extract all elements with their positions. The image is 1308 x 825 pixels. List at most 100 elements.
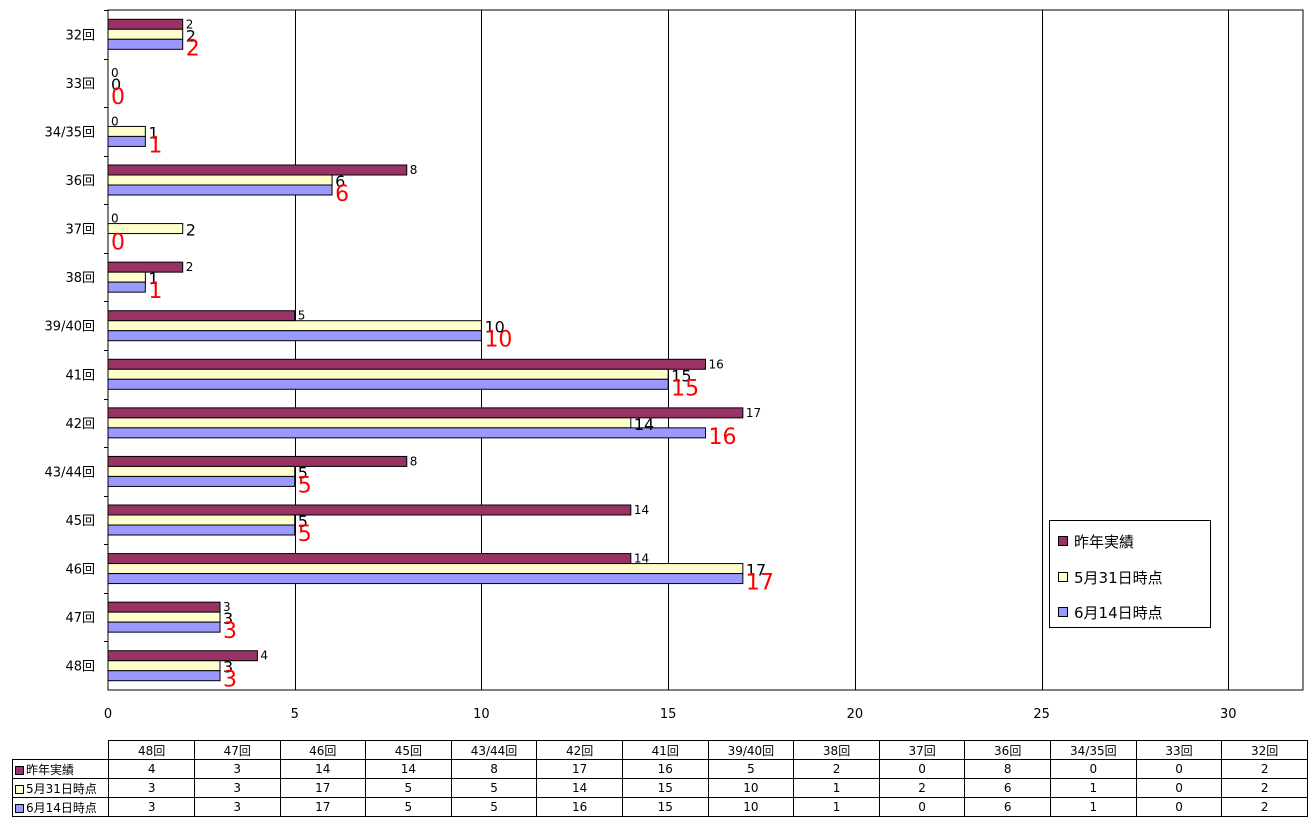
table-cell: 5 bbox=[450, 797, 538, 817]
category-label: 48回 bbox=[65, 660, 95, 675]
table-cell: 17 bbox=[279, 778, 367, 798]
data-label-2: 15 bbox=[671, 376, 699, 401]
data-label-2: 5 bbox=[298, 522, 312, 547]
data-table: 48回 47回 46回 45回 43/44回 42回 41回 39/40回 38回 37回 36回 3… bbox=[11, 740, 1308, 817]
table-column-header: 43/44回 bbox=[450, 740, 538, 760]
bar-0 bbox=[107, 601, 221, 613]
table-cell: 0 bbox=[878, 759, 966, 779]
table-cell: 2 bbox=[793, 759, 880, 779]
legend-swatch-last-year bbox=[1058, 536, 1068, 546]
legend-swatch-may31 bbox=[1058, 572, 1068, 582]
bar-0 bbox=[107, 164, 408, 176]
table-cell: 8 bbox=[964, 759, 1051, 779]
category-label: 47回 bbox=[65, 611, 95, 626]
bar-0 bbox=[107, 18, 184, 30]
bar-chart: 0 5 10 15 20 25 3032回22233回00034/35回01136回8663… bbox=[45, 9, 1304, 722]
data-label-0: 3 bbox=[223, 600, 231, 614]
table-cell: 10 bbox=[707, 778, 795, 798]
table-cell: 3 bbox=[193, 778, 281, 798]
data-label-1: 2 bbox=[186, 26, 196, 45]
bar-2 bbox=[107, 38, 184, 50]
data-label-2: 5 bbox=[298, 473, 312, 498]
bar-0 bbox=[107, 358, 706, 370]
table-cell: 17 bbox=[279, 797, 367, 817]
table-cell: 5 bbox=[450, 778, 538, 798]
table-column-header: 34/35回 bbox=[1049, 740, 1137, 760]
bar-1 bbox=[107, 174, 333, 186]
bar-1 bbox=[107, 465, 296, 477]
table-row: 6月14日時点 3 3 17 5 5 16 15 10 1 0 6 1 0 2 bbox=[11, 797, 1308, 817]
table-column-header: 41回 bbox=[621, 740, 709, 760]
data-label-1: 3 bbox=[223, 658, 233, 677]
bar-0 bbox=[107, 310, 296, 322]
table-row-header: 昨年実績 bbox=[11, 759, 110, 779]
data-label-0: 16 bbox=[709, 357, 724, 371]
data-label-0: 17 bbox=[746, 406, 761, 420]
table-row-label: 5月31日時点 bbox=[26, 781, 97, 796]
data-label-2: 3 bbox=[223, 619, 237, 644]
data-label-0: 8 bbox=[410, 163, 418, 177]
x-tick-label: 25 bbox=[1033, 707, 1050, 722]
bar-2 bbox=[107, 427, 706, 439]
data-label-2: 1 bbox=[148, 279, 162, 304]
x-tick-label: 20 bbox=[847, 707, 864, 722]
table-row: 昨年実績 4 3 14 14 8 17 16 5 2 0 8 0 0 2 bbox=[11, 759, 1308, 779]
bar-1 bbox=[107, 611, 221, 623]
table-cell: 3 bbox=[108, 797, 195, 817]
table-cell: 14 bbox=[365, 759, 452, 779]
table-corner bbox=[13, 741, 109, 760]
table-cell: 8 bbox=[450, 759, 538, 779]
legend-item-may31: 5月31日時点 bbox=[1058, 567, 1163, 588]
data-label-0: 14 bbox=[634, 552, 649, 566]
table-cell: 2 bbox=[878, 778, 966, 798]
bar-2 bbox=[107, 330, 482, 342]
data-label-1: 2 bbox=[186, 221, 196, 240]
bar-0 bbox=[107, 650, 258, 662]
table-cell: 0 bbox=[1135, 759, 1223, 779]
data-label-2: 3 bbox=[223, 668, 237, 693]
bar-1 bbox=[107, 417, 632, 429]
category-label: 45回 bbox=[65, 514, 95, 529]
category-label: 43/44回 bbox=[45, 465, 95, 480]
legend-item-jun14: 6月14日時点 bbox=[1058, 602, 1163, 623]
bar-0 bbox=[107, 455, 408, 467]
table-cell: 6 bbox=[964, 797, 1051, 817]
data-label-1: 5 bbox=[298, 512, 308, 531]
table-row: 5月31日時点 3 3 17 5 5 14 15 10 1 2 6 1 0 2 bbox=[11, 778, 1308, 798]
labels: 0 5 10 15 20 25 3032回22233回00034/35回01136回8663… bbox=[45, 17, 1237, 722]
table-row-label: 昨年実績 bbox=[26, 762, 75, 777]
table-column-header: 33回 bbox=[1135, 740, 1223, 760]
data-label-0: 4 bbox=[260, 649, 268, 663]
category-label: 33回 bbox=[65, 77, 95, 92]
bar-1 bbox=[107, 320, 482, 332]
data-label-2: 2 bbox=[186, 36, 200, 61]
legend-item-last-year: 昨年実績 bbox=[1058, 531, 1134, 552]
data-label-1: 3 bbox=[223, 609, 233, 628]
data-label-1: 5 bbox=[298, 463, 308, 482]
table-cell: 1 bbox=[1049, 797, 1137, 817]
bar-0 bbox=[107, 504, 632, 516]
data-label-1: 6 bbox=[335, 172, 345, 191]
table-cell: 17 bbox=[536, 759, 623, 779]
x-tick-label: 30 bbox=[1220, 707, 1237, 722]
table-column-header: 32回 bbox=[1221, 740, 1308, 760]
legend-label-jun14: 6月14日時点 bbox=[1074, 604, 1163, 622]
data-label-0: 0 bbox=[111, 212, 119, 226]
x-tick-label: 0 bbox=[104, 707, 112, 722]
table-header-row: 48回 47回 46回 45回 43/44回 42回 41回 39/40回 38回 37回 36回 3… bbox=[13, 740, 1308, 760]
legend: 昨年実績 5月31日時点 6月14日時点 bbox=[1049, 520, 1211, 628]
table-cell: 2 bbox=[1221, 759, 1308, 779]
data-label-2: 0 bbox=[111, 85, 125, 110]
table-cell: 15 bbox=[621, 797, 709, 817]
data-label-0: 0 bbox=[111, 114, 119, 128]
data-label-2: 6 bbox=[335, 182, 349, 207]
category-label: 32回 bbox=[65, 28, 95, 43]
category-label: 34/35回 bbox=[45, 125, 95, 140]
table-cell: 1 bbox=[1049, 778, 1137, 798]
data-label-2: 1 bbox=[148, 133, 162, 158]
table-cell: 14 bbox=[279, 759, 367, 779]
table-cell: 2 bbox=[1221, 778, 1308, 798]
bar-1 bbox=[107, 368, 669, 380]
bar-1 bbox=[107, 514, 296, 526]
table-row-swatch bbox=[15, 784, 24, 794]
